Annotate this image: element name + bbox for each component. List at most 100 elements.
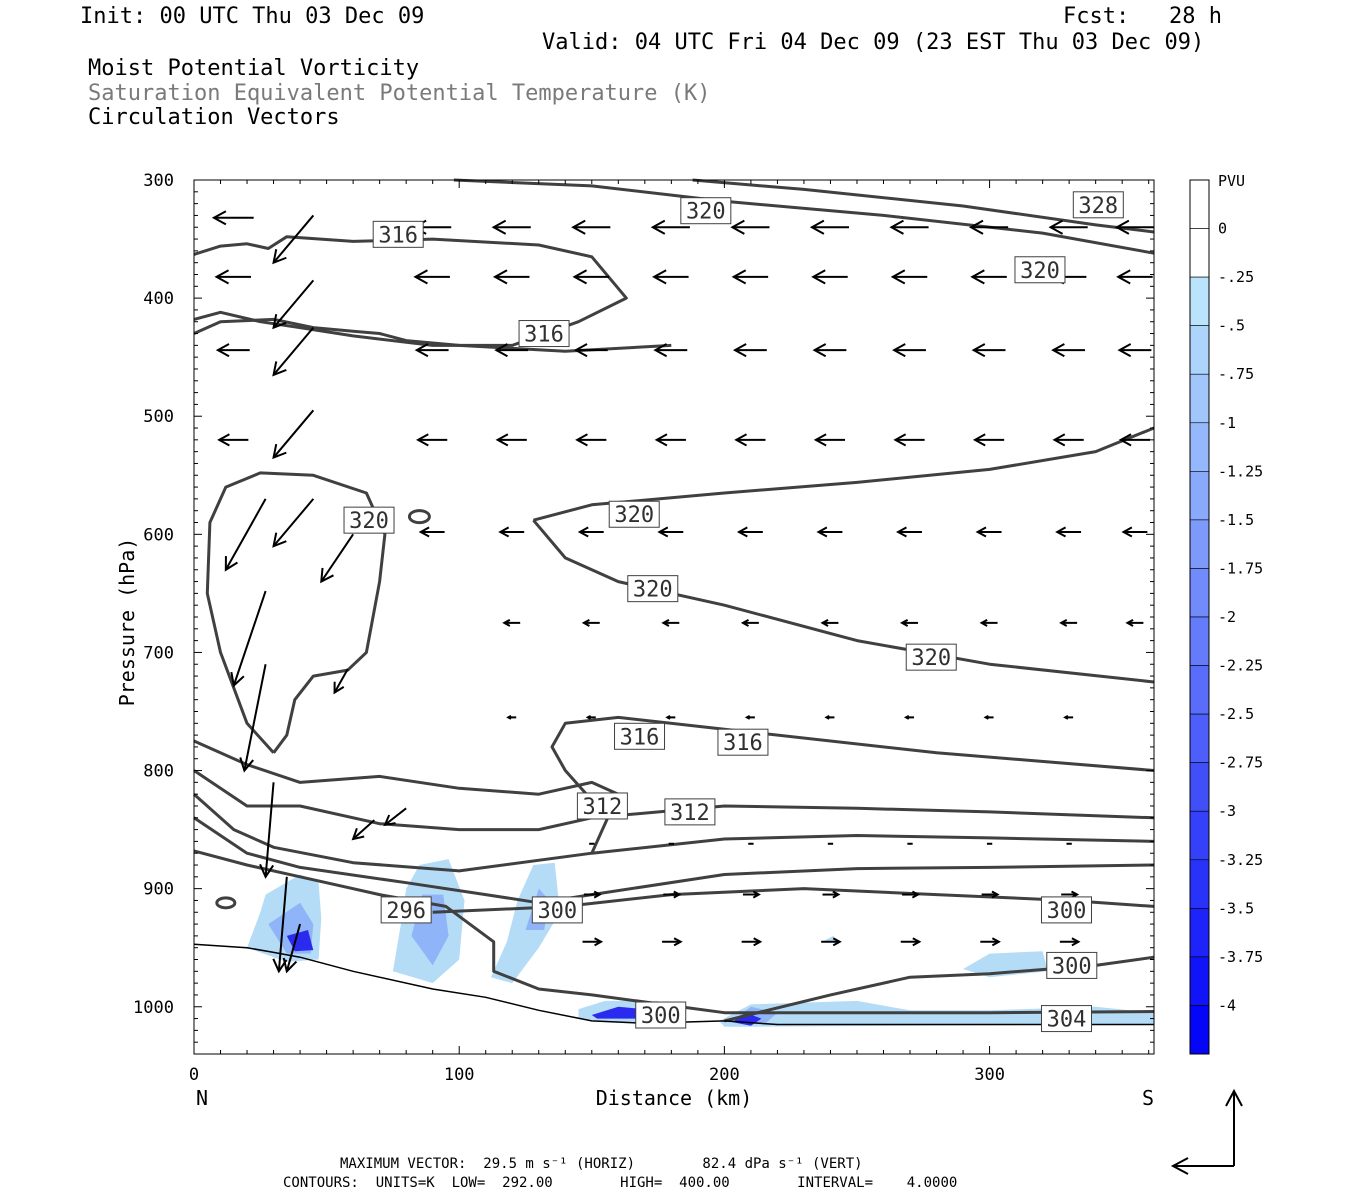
vector-head (752, 890, 761, 899)
vector-head (811, 269, 826, 285)
circulation-vector (495, 433, 527, 447)
vector-head (491, 219, 507, 235)
key-horizontal-head (1170, 1157, 1189, 1175)
vector-head (903, 714, 910, 720)
circulation-vector (416, 433, 448, 447)
circulation-vector (662, 937, 683, 947)
circulation-vector (741, 937, 763, 947)
contour-label-text: 300 (1052, 954, 1092, 979)
contour-label: 320 (627, 575, 679, 603)
vector-shaft (243, 664, 267, 771)
contour-label: 312 (576, 792, 628, 820)
vector-head (753, 937, 763, 947)
contour-label: 316 (518, 320, 570, 348)
valid-time: Valid: 04 UTC Fri 04 Dec 09 (23 EST Thu … (542, 30, 1205, 55)
circulation-vector (731, 269, 769, 285)
contour-label-box (1046, 951, 1098, 979)
contour-label-text: 300 (641, 1004, 681, 1029)
contour-label-text: 316 (524, 323, 564, 348)
vector-head (744, 714, 751, 720)
contour-label: 316 (372, 220, 424, 248)
vector-head (673, 890, 682, 899)
vector-shaft (272, 498, 315, 547)
contour-info-line: CONTOURS: UNITS=K LOW= 292.00 HIGH= 400.… (283, 1175, 958, 1191)
y-tick-label: 500 (143, 407, 174, 427)
circulation-vector (351, 819, 375, 841)
vector-head (740, 618, 750, 627)
colorbar-segment (1189, 616, 1210, 666)
vector-shaft (232, 590, 267, 686)
circulation-vector (972, 433, 1005, 447)
circulation-vector (418, 526, 445, 538)
colorbar-segment (1189, 422, 1210, 472)
vector-head (979, 618, 988, 627)
circulation-vector (813, 433, 846, 447)
vector-head (824, 714, 830, 720)
vector-head (351, 828, 365, 841)
vector-shaft (272, 279, 315, 329)
vector-head (889, 219, 904, 235)
vector-head (383, 814, 396, 827)
circulation-vector (581, 618, 600, 627)
vector-head (494, 343, 508, 358)
colorbar-label: -1.5 (1218, 511, 1254, 529)
vector-head (653, 343, 668, 358)
colorbar-label: -2 (1218, 608, 1236, 626)
circulation-vector (890, 269, 928, 285)
circulation-vector (383, 807, 407, 827)
vector-shaft (384, 807, 407, 826)
colorbar-label: -1.25 (1218, 462, 1263, 480)
terrain-surface (193, 943, 1154, 1026)
theta-contour (550, 715, 1155, 796)
contour-label: 296 (380, 896, 432, 924)
colorbar: PVU 0 -.25 -.5 -.75 -1 -1.25 -1.5 -1.75 -2 -2.25 -2… (1189, 172, 1263, 1055)
x-tick-label: 100 (444, 1065, 475, 1085)
circulation-vector (1048, 219, 1088, 235)
contour-label-box (1040, 896, 1092, 924)
contour-label-text: 300 (1047, 899, 1087, 924)
vector-head (665, 714, 671, 720)
circulation-vector (1059, 937, 1081, 947)
contour-label-text: 316 (620, 725, 660, 750)
circulation-vector (571, 219, 611, 235)
vector-shaft (224, 498, 267, 571)
vector-head (572, 269, 588, 285)
circulation-vector (744, 714, 755, 720)
theta-contour (453, 178, 1155, 255)
theta-contour (532, 519, 1155, 684)
y-tick-label: 300 (143, 171, 174, 191)
vector-head (224, 556, 238, 572)
contour-label-text: 316 (723, 731, 763, 756)
circulation-vector (979, 618, 998, 627)
vector-head (230, 671, 245, 688)
circulation-vector (259, 782, 275, 879)
circulation-vector (214, 269, 252, 285)
colorbar-label: -2.75 (1218, 754, 1263, 772)
colorbar-segment (1189, 568, 1210, 618)
vector-head (272, 443, 287, 460)
x-tick-label: 300 (974, 1065, 1005, 1085)
pv-shading (247, 859, 1154, 1027)
theta-contour (193, 739, 620, 854)
circulation-vector (211, 210, 254, 226)
vector-head (259, 863, 275, 879)
contour-label-box (717, 728, 769, 756)
circulation-vector (572, 269, 610, 285)
circulation-vector (1121, 526, 1148, 538)
contour-label: 320 (680, 197, 732, 225)
circulation-vector (652, 269, 689, 285)
contour-label-text: 316 (378, 223, 418, 248)
init-time: Init: 00 UTC Thu 03 Dec 09 (80, 4, 425, 29)
circulation-vector (506, 714, 517, 720)
contour-label: 300 (1040, 896, 1092, 924)
circulation-vector (575, 433, 607, 447)
circulation-vector (585, 714, 596, 720)
x-tick-label: 200 (709, 1065, 740, 1085)
y-tick-label: 400 (143, 289, 174, 309)
colorbar-label: -1.75 (1218, 559, 1263, 577)
vector-head (575, 433, 588, 447)
contour-label-text: 328 (1078, 194, 1118, 219)
contour-label-box (531, 896, 583, 924)
vector-head (320, 567, 334, 584)
colorbar-segment (1189, 471, 1210, 521)
